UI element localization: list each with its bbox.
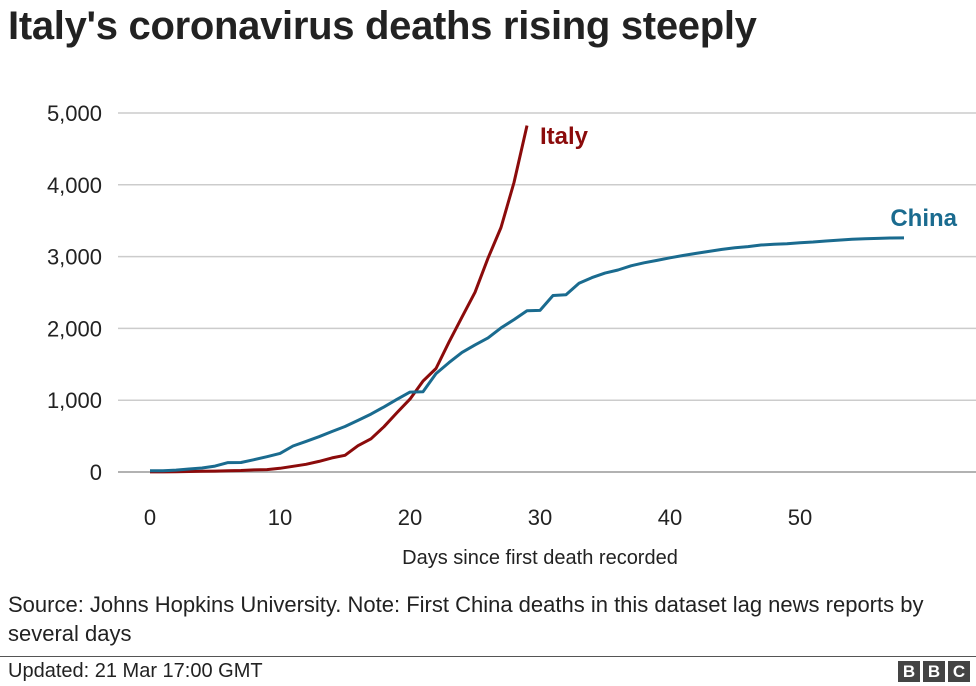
y-tick-label: 0 xyxy=(90,460,102,485)
x-axis-label: Days since first death recorded xyxy=(402,547,678,569)
series-line-italy xyxy=(150,125,529,474)
gridlines xyxy=(118,112,976,473)
x-tick-label: 30 xyxy=(528,505,552,530)
y-tick-label: 2,000 xyxy=(47,316,102,341)
source-note: Source: Johns Hopkins University. Note: … xyxy=(8,592,924,646)
updated-timestamp: Updated: 21 Mar 17:00 GMT xyxy=(8,660,263,682)
divider xyxy=(0,656,976,657)
y-tick-label: 5,000 xyxy=(47,101,102,126)
x-tick-labels: 0 10 20 30 40 50 xyxy=(144,505,812,530)
chart-title: Italy's coronavirus deaths rising steepl… xyxy=(8,4,757,48)
x-tick-label: 20 xyxy=(398,505,422,530)
y-tick-label: 3,000 xyxy=(47,245,102,270)
series-label-china: China xyxy=(890,205,957,232)
y-tick-label: 4,000 xyxy=(47,173,102,198)
y-tick-labels: 0 1,000 2,000 3,000 4,000 5,000 xyxy=(47,101,102,485)
series-line-china xyxy=(149,236,905,473)
series-label-italy: Italy xyxy=(540,123,589,150)
x-tick-label: 40 xyxy=(658,505,682,530)
y-tick-label: 1,000 xyxy=(47,388,102,413)
line-chart: 0 1,000 2,000 3,000 4,000 5,000 0 10 20 30 40 50 I… xyxy=(47,101,976,569)
x-tick-label: 50 xyxy=(788,505,812,530)
series-lines: Italy China xyxy=(149,123,958,474)
x-tick-label: 10 xyxy=(268,505,292,530)
x-tick-label: 0 xyxy=(144,505,156,530)
